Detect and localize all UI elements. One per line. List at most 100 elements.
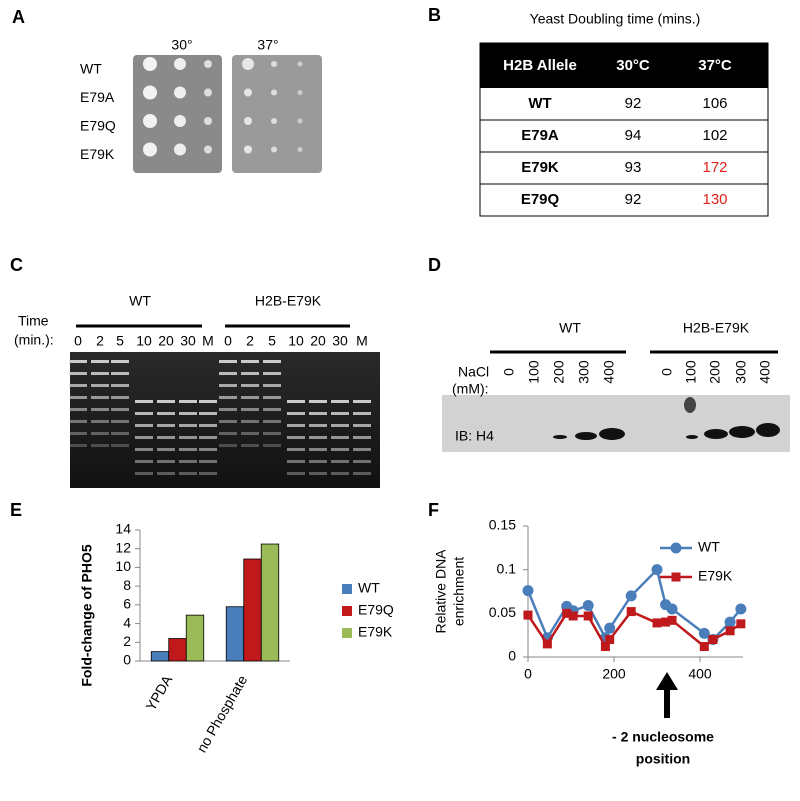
bar xyxy=(243,558,262,662)
gel-band xyxy=(69,360,87,363)
gel-band xyxy=(219,420,237,423)
group-label: H2B-E79K xyxy=(255,293,322,309)
gel-band xyxy=(69,384,87,387)
spot xyxy=(271,118,277,124)
legend-swatch xyxy=(342,584,352,594)
gel-band xyxy=(241,444,259,447)
gel-band xyxy=(287,448,305,451)
gel-band xyxy=(199,448,217,451)
temperature-label: 30° xyxy=(171,37,192,53)
legend-marker xyxy=(670,542,682,554)
gel-band xyxy=(287,400,305,403)
gel-band xyxy=(91,432,109,435)
panel-label: D xyxy=(428,255,441,275)
x-tick-label: 400 xyxy=(688,666,712,682)
bar xyxy=(185,614,205,662)
legend-label: E79K xyxy=(698,568,733,584)
gel-band xyxy=(263,420,281,423)
annotation: - 2 nucleosome xyxy=(612,729,714,745)
gel-band xyxy=(331,436,349,439)
gel-band xyxy=(241,420,259,423)
bar xyxy=(260,543,280,662)
gel-band xyxy=(287,460,305,463)
gel-band xyxy=(179,400,197,403)
gel-band xyxy=(111,420,129,423)
lane-label: 200 xyxy=(551,360,567,384)
y-tick-label: 0.15 xyxy=(489,517,516,533)
spot xyxy=(204,117,212,125)
table-cell: 130 xyxy=(702,191,727,208)
gel-band xyxy=(111,444,129,447)
y-tick-label: 12 xyxy=(115,539,131,555)
y-tick-label: 4 xyxy=(123,614,131,630)
lane-label: 0 xyxy=(659,368,675,376)
marker xyxy=(523,610,533,620)
gel-band xyxy=(241,372,259,375)
gel-band xyxy=(111,372,129,375)
gel-band xyxy=(69,444,87,447)
time-label: (min.): xyxy=(14,332,54,348)
group-label: WT xyxy=(559,320,581,336)
y-tick-label: 0.1 xyxy=(497,560,517,576)
x-tick-label: YPDA xyxy=(142,672,175,714)
table-cell: WT xyxy=(528,95,551,112)
gel-band xyxy=(309,424,327,427)
spot xyxy=(143,85,157,100)
salt-label: (mM): xyxy=(452,381,489,397)
spot xyxy=(271,89,277,96)
gel-band xyxy=(69,420,87,423)
marker xyxy=(522,585,534,597)
gel-band xyxy=(157,448,175,451)
annotation: position xyxy=(636,751,690,767)
gel-band xyxy=(241,360,259,363)
gel-band xyxy=(219,384,237,387)
gel-band xyxy=(309,472,327,475)
lane-label: M xyxy=(356,333,368,349)
spot xyxy=(297,61,303,67)
y-tick-label: 0.05 xyxy=(489,604,516,620)
gel-band xyxy=(331,448,349,451)
table-cell: E79Q xyxy=(521,191,560,208)
gel-band xyxy=(69,408,87,411)
table-cell: E79A xyxy=(521,127,559,144)
gel-band xyxy=(287,412,305,415)
gel-band xyxy=(331,412,349,415)
marker xyxy=(604,622,616,634)
gel-band xyxy=(241,396,259,399)
lane-label: 200 xyxy=(707,360,723,384)
lane-label: 20 xyxy=(158,333,174,349)
gel-band xyxy=(91,444,109,447)
gel-band xyxy=(263,384,281,387)
gel-band xyxy=(287,472,305,475)
table-cell: 92 xyxy=(625,191,642,208)
gel-band xyxy=(91,372,109,375)
legend-label: E79K xyxy=(358,624,393,640)
lane-label: 10 xyxy=(136,333,152,349)
gel-band xyxy=(157,436,175,439)
spot xyxy=(297,118,303,124)
gel-band xyxy=(353,460,371,463)
blot-bands xyxy=(553,397,780,440)
spot xyxy=(143,57,157,71)
spot xyxy=(174,115,186,127)
gel-band xyxy=(263,372,281,375)
gel-band xyxy=(241,408,259,411)
spot xyxy=(271,61,277,67)
gel-band xyxy=(287,436,305,439)
marker xyxy=(625,590,637,602)
gel-band xyxy=(69,396,87,399)
marker xyxy=(568,611,578,621)
marker xyxy=(698,627,710,639)
marker xyxy=(583,611,593,621)
x-tick-label: no Phosphate xyxy=(193,672,250,755)
blot xyxy=(442,395,790,452)
marker xyxy=(600,642,610,652)
table-cell: 102 xyxy=(702,127,727,144)
spot xyxy=(174,86,186,99)
gel-band xyxy=(199,400,217,403)
gel-band xyxy=(219,408,237,411)
gel-band xyxy=(309,436,327,439)
strain-label: WT xyxy=(80,61,102,77)
spot xyxy=(271,146,277,153)
spot xyxy=(244,117,252,125)
